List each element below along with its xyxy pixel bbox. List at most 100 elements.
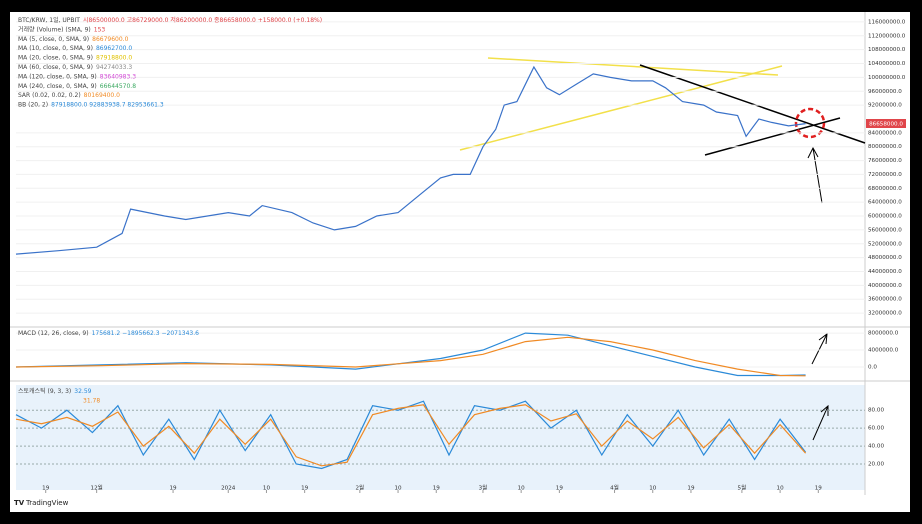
x-tick-label: 19 [42, 486, 50, 492]
x-tick-label: 10 [394, 486, 402, 492]
legend-entry: 스토캐스틱 (9, 3, 3) 32.59 [18, 387, 92, 395]
y-tick-label: 64000000.0 [868, 200, 902, 206]
legend-label: MA (10, close, 0, SMA, 9) [18, 45, 93, 52]
legend-label: MA (240, close, 0, SMA, 9) [18, 82, 97, 89]
x-tick-label: 10 [777, 486, 785, 492]
y-tick-label: 4000000.0 [868, 348, 899, 354]
y-tick-label: 112000000.0 [868, 33, 906, 39]
trendline [459, 65, 783, 151]
highlight-circle [794, 107, 826, 139]
legend-entry: 거래량 (Volume) (SMA, 9) 153 [18, 25, 105, 33]
legend-label: 스토캐스틱 (9, 3, 3) [18, 387, 71, 395]
legend-value: 87918800.0 92883938.7 82953661.3 [51, 101, 164, 108]
last-price-box [866, 119, 906, 128]
legend-label: 거래량 (Volume) (SMA, 9) [18, 25, 91, 33]
legend-value: 31.78 [83, 397, 100, 404]
legend-value: 32.59 [74, 388, 91, 395]
y-tick-label: 60.00 [868, 426, 884, 432]
y-tick-label: 32000000.0 [868, 311, 902, 317]
x-tick-label: 19 [687, 486, 695, 492]
legend-value: 86679600.0 [92, 35, 128, 42]
arrow [807, 146, 823, 204]
data-line [15, 65, 806, 255]
legend-value: 66644570.8 [100, 82, 136, 89]
trendline [704, 117, 841, 156]
y-tick-label: 96000000.0 [868, 89, 902, 95]
legend-entry: MA (10, close, 0, SMA, 9) 86962700.0 [18, 45, 132, 52]
trendline [639, 64, 866, 144]
arrow [812, 404, 829, 441]
legend-label: MA (60, close, 0, SMA, 9) [18, 64, 93, 71]
legend-entry: 31.78 [83, 397, 100, 404]
legend-entry: BTC/KRW, 1일, UPBIT 시86500000.0 고86729000.… [18, 16, 322, 24]
y-tick-label: 104000000.0 [868, 61, 906, 67]
y-tick-label: 108000000.0 [868, 47, 906, 53]
axis: 8000000.0 4000000.0 0.0 [16, 331, 899, 370]
y-tick-label: 40000000.0 [868, 283, 902, 289]
brand-logo: TV [14, 499, 25, 507]
trendline [487, 57, 779, 76]
x-tick-label: 10 [263, 486, 271, 492]
legend-value: 94274033.3 [96, 64, 132, 71]
last-price-label: 86658000.0 [869, 122, 903, 128]
legend-label: SAR (0.02, 0.02, 0.2) [18, 92, 81, 99]
legend-value: 80169400.0 [84, 92, 120, 99]
legend-entry: MACD (12, 26, close, 9) 175681.2 −1895662… [18, 330, 199, 337]
legend-entry: BB (20, 2) 87918800.0 92883938.7 82953661… [18, 101, 164, 108]
x-tick-label: 5월 [738, 484, 747, 492]
x-tick-label: 4월 [610, 484, 619, 492]
data-line [15, 336, 806, 377]
x-tick-label: 10 [649, 486, 657, 492]
y-tick-label: 92000000.0 [868, 103, 902, 109]
y-tick-label: 100000000.0 [868, 75, 906, 81]
legend-value: 153 [94, 26, 106, 33]
x-tick-label: 19 [556, 486, 564, 492]
y-tick-label: 56000000.0 [868, 227, 902, 233]
legend-label: BTC/KRW, 1일, UPBIT [18, 16, 80, 24]
x-tick-label: 19 [433, 486, 441, 492]
x-tick-label: 2024 [221, 486, 236, 492]
y-tick-label: 76000000.0 [868, 158, 902, 164]
y-tick-label: 52000000.0 [868, 241, 902, 247]
brand: TradingView [25, 499, 69, 507]
y-tick-label: 84000000.0 [868, 130, 902, 136]
x-tick-label: 12월 [91, 484, 103, 492]
y-tick-label: 80000000.0 [868, 144, 902, 150]
legend-value: 시86500000.0 고86729000.0 저86200000.0 종866… [83, 16, 322, 24]
data-line [15, 400, 807, 470]
legend-entry: MA (120, close, 0, SMA, 9) 83640983.3 [18, 73, 136, 80]
arrow [811, 332, 828, 365]
y-tick-label: 60000000.0 [868, 214, 902, 220]
x-tick-label: 2월 [355, 484, 364, 492]
y-tick-label: 0.0 [868, 364, 877, 370]
y-tick-label: 44000000.0 [868, 269, 902, 275]
x-tick-label: 3월 [479, 484, 488, 492]
legend-label: MACD (12, 26, close, 9) [18, 330, 89, 337]
legend-value: 86962700.0 [96, 45, 132, 52]
y-tick-label: 40.00 [868, 444, 884, 450]
legend-label: MA (20, close, 0, SMA, 9) [18, 54, 93, 61]
x-tick-label: 10 [518, 486, 526, 492]
axis: 80.00 60.00 40.00 20.00 [16, 408, 884, 468]
legend-value: 83640983.3 [100, 73, 136, 80]
y-tick-label: 116000000.0 [868, 19, 906, 25]
axis: 116000000.0112000000.0108000000.01040000… [16, 19, 906, 493]
legend-label: BB (20, 2) [18, 101, 48, 108]
legend-entry: MA (5, close, 0, SMA, 9) 86679600.0 [18, 35, 129, 42]
y-tick-label: 72000000.0 [868, 172, 902, 178]
y-tick-label: 36000000.0 [868, 297, 902, 303]
y-tick-label: 80.00 [868, 408, 884, 414]
legend-label: MA (120, close, 0, SMA, 9) [18, 73, 97, 80]
x-tick-label: 19 [170, 486, 178, 492]
y-tick-label: 48000000.0 [868, 255, 902, 261]
x-tick-label: 19 [815, 486, 823, 492]
y-tick-label: 8000000.0 [868, 331, 899, 337]
legend-value: 175681.2 −1895662.3 −2071343.6 [92, 330, 200, 337]
legend-entry: MA (240, close, 0, SMA, 9) 66644570.8 [18, 82, 136, 89]
legend-value: 87918800.0 [96, 54, 132, 61]
legend-entry: SAR (0.02, 0.02, 0.2) 80169400.0 [18, 92, 120, 99]
legend-entry: MA (60, close, 0, SMA, 9) 94274033.3 [18, 64, 132, 71]
x-tick-label: 19 [301, 486, 309, 492]
y-tick-label: 20.00 [868, 462, 884, 468]
